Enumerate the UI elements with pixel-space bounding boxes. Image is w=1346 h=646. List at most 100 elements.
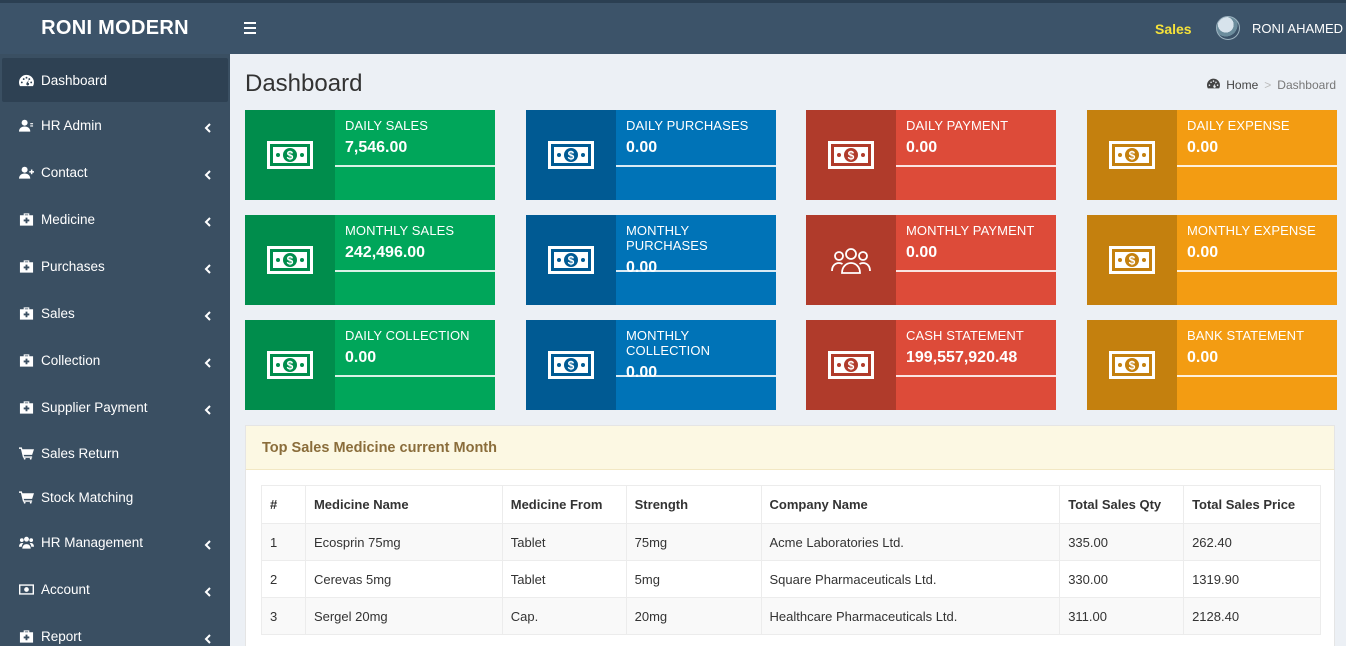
svg-text:$: $	[287, 359, 294, 373]
sidebar-item-label: Sales	[41, 306, 75, 321]
table-cell: Cerevas 5mg	[304, 560, 503, 598]
money-icon	[18, 583, 34, 596]
sidebar-item-label: Account	[41, 582, 90, 597]
table-cell: 75mg	[625, 523, 762, 561]
stat-card-label: DAILY SALES	[345, 118, 428, 133]
chevron-left-icon	[204, 309, 212, 321]
column-header: Company Name	[760, 485, 1061, 524]
svg-text:$: $	[848, 149, 855, 163]
table-cell: 3	[261, 597, 306, 635]
stat-card-divider	[616, 270, 776, 272]
table-cell: Cap.	[501, 597, 627, 635]
sidebar-item-hr-management[interactable]: HR Management	[0, 519, 230, 566]
stat-card-monthly-collection[interactable]: $ MONTHLY COLLECTION 0.00	[526, 320, 776, 410]
medkit-icon	[18, 401, 34, 414]
sidebar-item-hr-admin[interactable]: HR Admin	[0, 102, 230, 149]
cart-icon	[18, 490, 34, 504]
svg-text:$: $	[1129, 149, 1136, 163]
money-icon: $	[526, 320, 616, 410]
table-cell: 5mg	[625, 560, 762, 598]
dashboard-icon	[1207, 78, 1221, 92]
panel-title: Top Sales Medicine current Month	[246, 426, 1334, 470]
stat-card-body: DAILY EXPENSE 0.00	[1177, 110, 1337, 200]
sidebar-item-sales[interactable]: Sales	[0, 290, 230, 337]
sidebar-item-label: Contact	[41, 165, 88, 180]
stat-card-value: 0.00	[1187, 139, 1219, 156]
stat-card-value: 0.00	[626, 259, 658, 276]
chevron-left-icon	[204, 262, 212, 274]
table-cell: 1319.90	[1183, 560, 1321, 598]
users-icon	[806, 215, 896, 305]
sidebar-item-account[interactable]: Account	[0, 566, 230, 613]
table-cell: Sergel 20mg	[304, 597, 503, 635]
cart-icon	[18, 446, 34, 460]
table-cell: Tablet	[501, 560, 627, 598]
dashboard-icon	[18, 74, 34, 87]
stat-card-monthly-payment[interactable]: MONTHLY PAYMENT 0.00	[806, 215, 1056, 305]
stat-card-body: DAILY COLLECTION 0.00	[335, 320, 495, 410]
stat-card-value: 0.00	[626, 364, 658, 381]
stat-card-daily-purchases[interactable]: $ DAILY PURCHASES 0.00	[526, 110, 776, 200]
stat-card-value: 7,546.00	[345, 139, 408, 156]
sidebar-item-report[interactable]: Report	[0, 613, 230, 646]
stat-card-label: CASH STATEMENT	[906, 328, 1024, 343]
svg-text:$: $	[568, 254, 575, 268]
table-row: 1 Ecosprin 75mg Tablet 75mg Acme Laboratorie…	[261, 523, 1321, 561]
table-cell: 20mg	[625, 597, 762, 635]
stat-card-label: BANK STATEMENT	[1187, 328, 1305, 343]
avatar	[1216, 16, 1240, 40]
stat-card-label: DAILY PURCHASES	[626, 118, 749, 133]
top-sales-panel: Top Sales Medicine current Month # Medici…	[245, 425, 1335, 646]
sidebar-item-supplier-payment[interactable]: Supplier Payment	[0, 384, 230, 431]
stat-card-monthly-sales[interactable]: $ MONTHLY SALES 242,496.00	[245, 215, 495, 305]
money-icon: $	[245, 110, 335, 200]
medkit-icon	[18, 260, 34, 273]
svg-text:$: $	[287, 149, 294, 163]
column-header: Total Sales Qty	[1059, 485, 1185, 524]
sidebar-item-dashboard[interactable]: Dashboard	[2, 58, 228, 102]
column-header: Medicine Name	[304, 485, 503, 524]
stat-card-body: MONTHLY EXPENSE 0.00	[1177, 215, 1337, 305]
table-cell: Ecosprin 75mg	[304, 523, 503, 561]
stat-card-cash-statement[interactable]: $ CASH STATEMENT 199,557,920.48	[806, 320, 1056, 410]
sidebar-item-purchases[interactable]: Purchases	[0, 243, 230, 290]
stat-card-body: DAILY SALES 7,546.00	[335, 110, 495, 200]
chevron-left-icon	[204, 215, 212, 227]
stat-card-bank-statement[interactable]: $ BANK STATEMENT 0.00	[1087, 320, 1337, 410]
stat-card-divider	[896, 165, 1056, 167]
column-header: Total Sales Price	[1183, 485, 1321, 524]
sidebar-item-collection[interactable]: Collection	[0, 337, 230, 384]
stat-card-monthly-expense[interactable]: $ MONTHLY EXPENSE 0.00	[1087, 215, 1337, 305]
stat-card-daily-payment[interactable]: $ DAILY PAYMENT 0.00	[806, 110, 1056, 200]
chevron-left-icon	[204, 168, 212, 180]
sidebar-item-label: Stock Matching	[41, 489, 134, 505]
brand-logo[interactable]: RONI MODERN	[41, 17, 189, 39]
stat-card-monthly-purchases[interactable]: $ MONTHLY PURCHASES 0.00	[526, 215, 776, 305]
breadcrumb-home-link[interactable]: Home	[1226, 78, 1259, 92]
breadcrumb-current: Dashboard	[1277, 78, 1336, 92]
sidebar-item-label: Report	[41, 629, 82, 644]
stat-card-daily-sales[interactable]: $ DAILY SALES 7,546.00	[245, 110, 495, 200]
money-icon: $	[1087, 320, 1177, 410]
column-header: Strength	[625, 485, 762, 524]
stat-card-body: DAILY PAYMENT 0.00	[896, 110, 1056, 200]
table-cell: 311.00	[1059, 597, 1185, 635]
stat-card-label: MONTHLY SALES	[345, 223, 455, 238]
stat-card-value: 0.00	[1187, 349, 1219, 366]
breadcrumb: Home > Dashboard	[1207, 78, 1336, 92]
stat-card-daily-collection[interactable]: $ DAILY COLLECTION 0.00	[245, 320, 495, 410]
chevron-left-icon	[204, 585, 212, 597]
user-menu[interactable]: RONI AHAMED	[1216, 16, 1343, 40]
stat-card-daily-expense[interactable]: $ DAILY EXPENSE 0.00	[1087, 110, 1337, 200]
table-cell: 330.00	[1059, 560, 1185, 598]
medkit-icon	[18, 213, 34, 226]
stat-card-label: MONTHLY PAYMENT	[906, 223, 1035, 238]
nav-sales-link[interactable]: Sales	[1155, 21, 1192, 37]
sidebar-item-sales-return[interactable]: Sales Return	[0, 431, 230, 475]
stat-card-divider	[1177, 270, 1337, 272]
stat-card-value: 0.00	[345, 349, 377, 366]
menu-toggle-icon[interactable]	[240, 17, 262, 39]
sidebar-item-stock-matching[interactable]: Stock Matching	[0, 475, 230, 519]
sidebar-item-medicine[interactable]: Medicine	[0, 196, 230, 243]
sidebar-item-contact[interactable]: Contact	[0, 149, 230, 196]
